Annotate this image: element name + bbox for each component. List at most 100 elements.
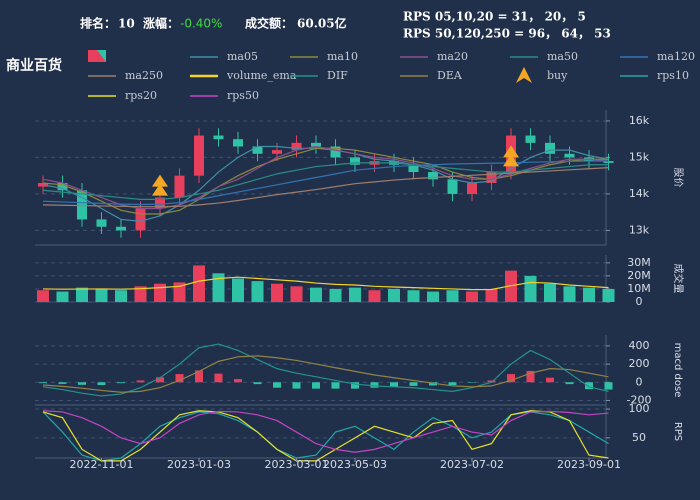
y-tick-label: 100: [629, 402, 650, 415]
macd-bar: [331, 382, 340, 389]
macd-bar: [58, 382, 67, 384]
volume-bar: [427, 291, 439, 302]
candle-body: [252, 146, 263, 154]
candle-body: [486, 172, 497, 183]
macd-bar: [39, 382, 47, 384]
x-tick-label: 2023-09-01: [557, 458, 621, 471]
page-title: 商业百货: [6, 57, 62, 74]
macd-bar: [117, 382, 125, 384]
macd-bar: [195, 370, 203, 383]
volume-bar: [329, 288, 342, 302]
volume-bar: [407, 290, 420, 302]
volume-bar: [602, 288, 615, 302]
macd-bar: [175, 374, 184, 383]
volume-bar: [212, 273, 225, 302]
y-tick-label: 0: [636, 375, 643, 388]
y-axis-label: 股价: [672, 168, 684, 188]
line: [42, 355, 609, 393]
volume-bar: [232, 278, 244, 302]
legend-label: ma50: [547, 50, 578, 63]
candle-body: [77, 190, 87, 220]
macd-bar: [448, 382, 457, 385]
rps-line: RPS 50,120,250 = 96， 64， 53: [403, 27, 611, 41]
macd-bar: [585, 382, 593, 390]
macd-bar: [429, 382, 437, 386]
volume-bar: [37, 290, 49, 302]
volume-bar: [524, 275, 537, 302]
macd-bar: [78, 382, 86, 385]
volume-bar: [193, 265, 205, 302]
macd-bar: [565, 382, 574, 385]
legend-label: rps50: [227, 89, 259, 102]
candle-body: [194, 135, 204, 176]
legend-label: rps10: [657, 69, 689, 82]
legend-label: ma20: [437, 50, 468, 63]
y-tick-label: 20M: [627, 269, 651, 282]
macd-bar: [273, 382, 281, 388]
x-tick-label: 2023-07-02: [440, 458, 504, 471]
candle-body: [233, 139, 243, 147]
line: [42, 145, 609, 222]
candle-body: [408, 164, 419, 173]
x-tick-label: 2022-11-01: [70, 458, 134, 471]
volume-bar: [154, 283, 166, 302]
legend-label: ma05: [227, 50, 258, 63]
candle-body: [525, 135, 536, 143]
candle-body: [428, 172, 438, 180]
y-tick-label: 10M: [627, 282, 651, 295]
y-axis-label: 成交量: [672, 264, 685, 294]
candle-body: [467, 182, 477, 194]
candle-body: [564, 153, 575, 158]
legend-label: buy: [547, 69, 568, 82]
volume-bar: [290, 286, 303, 302]
candle-body: [135, 208, 146, 231]
macd-bar: [507, 374, 515, 383]
x-tick-label: 2023-01-03: [167, 458, 231, 471]
x-tick-label: 2023-03-01: [265, 458, 329, 471]
line: [42, 410, 609, 462]
rps-line: RPS 05,10,20 = 31， 20， 5: [403, 10, 586, 24]
volume-bar: [466, 291, 478, 302]
buy-marker: [152, 183, 168, 196]
y-tick-label: 13k: [629, 223, 650, 236]
macd-bar: [604, 382, 613, 390]
candle-body: [311, 142, 321, 147]
macd-bar: [136, 380, 145, 383]
volume-bar: [76, 287, 88, 302]
macd-bar: [370, 382, 379, 388]
macd-bar: [351, 382, 359, 389]
y-tick-label: 400: [629, 339, 650, 352]
candle-body: [96, 219, 107, 227]
legend-label: ma250: [125, 69, 163, 82]
candle-body: [116, 226, 126, 231]
candle-legend-icon: [97, 50, 106, 62]
volume-bar: [485, 288, 498, 302]
y-tick-label: 15k: [629, 150, 650, 163]
change-label: 涨幅：: [143, 16, 179, 31]
rank-label: 排名：: [80, 16, 116, 31]
candle-body: [155, 197, 165, 209]
line: [42, 167, 609, 208]
turnover: 60.05亿: [297, 16, 347, 31]
volume-bar: [251, 281, 264, 302]
turnover-label: 成交额：: [245, 16, 293, 31]
macd-bar: [292, 382, 301, 389]
legend-label: DEA: [437, 69, 463, 82]
candle-body: [213, 135, 224, 140]
candle-body: [350, 157, 360, 165]
volume-bar: [446, 290, 459, 302]
macd-bar: [312, 382, 320, 389]
candle-body: [174, 175, 185, 198]
volume-bar: [310, 287, 322, 302]
volume-bar: [95, 288, 108, 302]
legend-swatch: [516, 67, 532, 83]
volume-bar: [368, 290, 381, 302]
volume-bar: [583, 287, 595, 302]
legend-label: volume_ema: [226, 69, 297, 82]
macd-bar: [214, 373, 223, 383]
volume-bar: [134, 286, 147, 302]
line: [42, 162, 609, 200]
line: [42, 343, 609, 397]
